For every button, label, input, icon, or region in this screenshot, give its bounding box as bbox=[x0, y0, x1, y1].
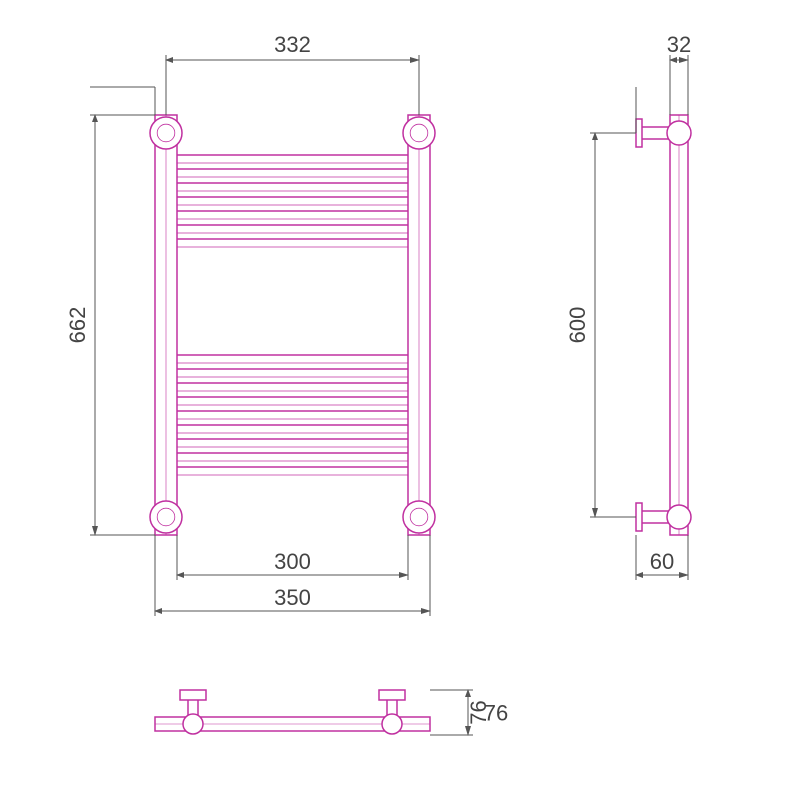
top-view bbox=[155, 690, 430, 734]
front-view bbox=[150, 115, 435, 535]
technical-drawing: 33266230035032600607676 bbox=[0, 0, 800, 800]
svg-text:600: 600 bbox=[565, 307, 590, 344]
svg-text:32: 32 bbox=[667, 32, 691, 57]
svg-text:332: 332 bbox=[274, 32, 311, 57]
svg-text:662: 662 bbox=[65, 307, 90, 344]
svg-text:300: 300 bbox=[274, 549, 311, 574]
svg-text:350: 350 bbox=[274, 585, 311, 610]
side-view bbox=[636, 115, 691, 535]
svg-text:60: 60 bbox=[650, 549, 674, 574]
svg-text:76: 76 bbox=[484, 701, 508, 726]
